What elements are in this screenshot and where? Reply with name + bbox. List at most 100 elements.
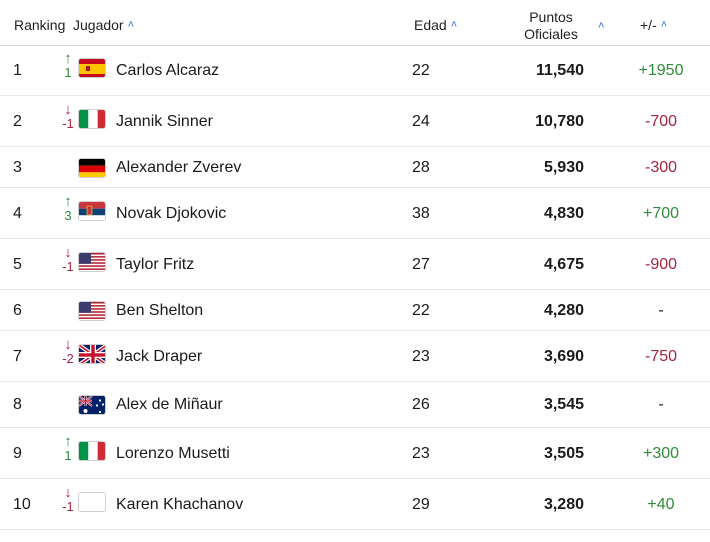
points-diff: - [658, 301, 664, 319]
flag-icon-gb [78, 343, 106, 364]
table-row[interactable]: 3 Alexander Zverev 28 5,930 -300 [0, 147, 710, 188]
flag-icon-au [78, 395, 106, 415]
chevron-up-icon: ˄ [127, 19, 135, 31]
player-name[interactable]: Karen Khachanov [116, 495, 244, 513]
official-points: 3,545 [543, 396, 584, 413]
rank-number: 9 [13, 444, 22, 462]
table-row[interactable]: 6 Ben Shelton 22 4,280 - [0, 290, 710, 331]
rank-number: 5 [13, 255, 22, 273]
flag-icon-it [78, 108, 106, 129]
player-name[interactable]: Taylor Fritz [116, 255, 195, 273]
header-points-line2: Oficiales [524, 26, 578, 42]
table-row[interactable]: 5 ↓ -1 Taylor Fritz 27 4,675 -900 [0, 239, 710, 290]
official-points: 5,930 [543, 158, 584, 176]
points-diff: +1950 [638, 62, 684, 79]
rank-change: 1 [64, 447, 72, 463]
rank-number: 7 [13, 347, 22, 365]
rank-down-indicator: ↓ -2 [58, 335, 78, 366]
player-name[interactable]: Lorenzo Musetti [116, 444, 230, 462]
player-name[interactable]: Novak Djokovic [116, 204, 227, 222]
header-points-sort[interactable]: Puntos Oficiales ˄ [520, 9, 610, 43]
flag-icon-us [78, 300, 106, 321]
points-diff: - [658, 396, 664, 413]
arrow-down-icon: ↓ [64, 243, 72, 261]
points-diff: +700 [642, 204, 680, 222]
official-points: 4,280 [543, 301, 584, 319]
rank-up-indicator: ↑ 1 [58, 432, 78, 463]
official-points: 4,675 [543, 255, 584, 273]
player-name[interactable]: Alex de Miñaur [116, 396, 223, 413]
rank-number: 10 [13, 495, 31, 513]
rank-down-indicator: ↓ -1 [58, 100, 78, 131]
header-points-line1: Puntos [529, 9, 573, 25]
flag-icon-rs [78, 200, 106, 221]
table-body: 1 ↑ 1 Carlos Alcaraz 22 11,540 +1950 2 ↓ -1 Jannik… [0, 46, 710, 530]
table-row[interactable]: 1 ↑ 1 Carlos Alcaraz 22 11,540 +1950 [0, 46, 710, 96]
header-ranking[interactable]: Ranking [14, 17, 65, 33]
flag-icon-us [78, 251, 106, 272]
player-age: 22 [412, 62, 430, 79]
arrow-up-icon: ↑ [64, 50, 72, 67]
rank-change: -1 [62, 115, 74, 131]
ranking-table: Ranking Jugador ˄ Edad ˄ Puntos Oficiale… [0, 0, 710, 530]
table-row[interactable]: 8 Alex de Miñaur 26 3,545 - [0, 382, 710, 428]
table-row[interactable]: 2 ↓ -1 Jannik Sinner 24 10,780 -700 [0, 96, 710, 147]
table-row[interactable]: 4 ↑ 3 Novak Djokovic 38 4,830 +700 [0, 188, 710, 239]
player-name[interactable]: Alexander Zverev [116, 158, 242, 176]
header-player-label: Jugador [73, 17, 124, 33]
player-age: 23 [412, 347, 430, 365]
flag-icon-de [78, 157, 106, 178]
player-age: 28 [412, 158, 430, 176]
table-header: Ranking Jugador ˄ Edad ˄ Puntos Oficiale… [0, 0, 710, 46]
player-age: 38 [412, 204, 430, 222]
player-age: 22 [412, 301, 430, 319]
rank-down-indicator: ↓ -1 [58, 243, 78, 274]
rank-number: 6 [13, 301, 22, 319]
header-ranking-label: Ranking [14, 17, 66, 33]
arrow-down-icon: ↓ [64, 483, 72, 501]
header-diff-sort[interactable]: +/- ˄ [640, 17, 667, 33]
arrow-down-icon: ↓ [64, 335, 72, 353]
player-name[interactable]: Carlos Alcaraz [116, 62, 220, 79]
header-diff-label: +/- [640, 17, 657, 33]
official-points: 10,780 [535, 112, 584, 130]
rank-change: -1 [62, 258, 74, 274]
player-name[interactable]: Jack Draper [116, 347, 203, 365]
rank-number: 8 [13, 396, 22, 413]
player-name[interactable]: Ben Shelton [116, 301, 204, 319]
rank-change: -2 [62, 350, 74, 366]
arrow-up-icon: ↑ [64, 192, 72, 210]
header-age-sort[interactable]: Edad ˄ [414, 17, 457, 33]
flag-icon-es [78, 58, 106, 78]
official-points: 3,505 [543, 444, 584, 462]
player-age: 29 [412, 495, 430, 513]
rank-up-indicator: ↑ 3 [58, 192, 78, 223]
points-diff: -300 [644, 158, 678, 176]
table-row[interactable]: 9 ↑ 1 Lorenzo Musetti 23 3,505 +300 [0, 428, 710, 479]
points-diff: +40 [647, 495, 675, 513]
rank-change: 3 [64, 207, 72, 223]
rank-number: 3 [13, 158, 22, 176]
official-points: 11,540 [535, 62, 584, 79]
points-diff: +300 [642, 444, 680, 462]
official-points: 3,280 [543, 495, 584, 513]
table-row[interactable]: 7 ↓ -2 Jack Draper 23 3,690 -750 [0, 331, 710, 382]
points-diff: -900 [644, 255, 678, 273]
header-points-label: Puntos Oficiales [520, 9, 582, 43]
rank-change: 1 [64, 65, 72, 80]
rank-change: -1 [62, 498, 74, 514]
arrow-up-icon: ↑ [64, 432, 72, 450]
rank-down-indicator: ↓ -1 [58, 483, 78, 514]
player-age: 23 [412, 444, 430, 462]
header-age-label: Edad [414, 17, 447, 33]
rank-up-indicator: ↑ 1 [58, 50, 78, 80]
table-row[interactable]: 10 ↓ -1 Karen Khachanov 29 3,280 +40 [0, 479, 710, 530]
player-name[interactable]: Jannik Sinner [116, 112, 213, 130]
official-points: 3,690 [543, 347, 584, 365]
rank-number: 1 [13, 62, 22, 79]
header-player-sort[interactable]: Jugador ˄ [73, 17, 134, 33]
points-diff: -700 [644, 112, 678, 130]
arrow-down-icon: ↓ [64, 100, 72, 118]
player-age: 26 [412, 396, 430, 413]
chevron-up-icon: ˄ [660, 19, 668, 31]
